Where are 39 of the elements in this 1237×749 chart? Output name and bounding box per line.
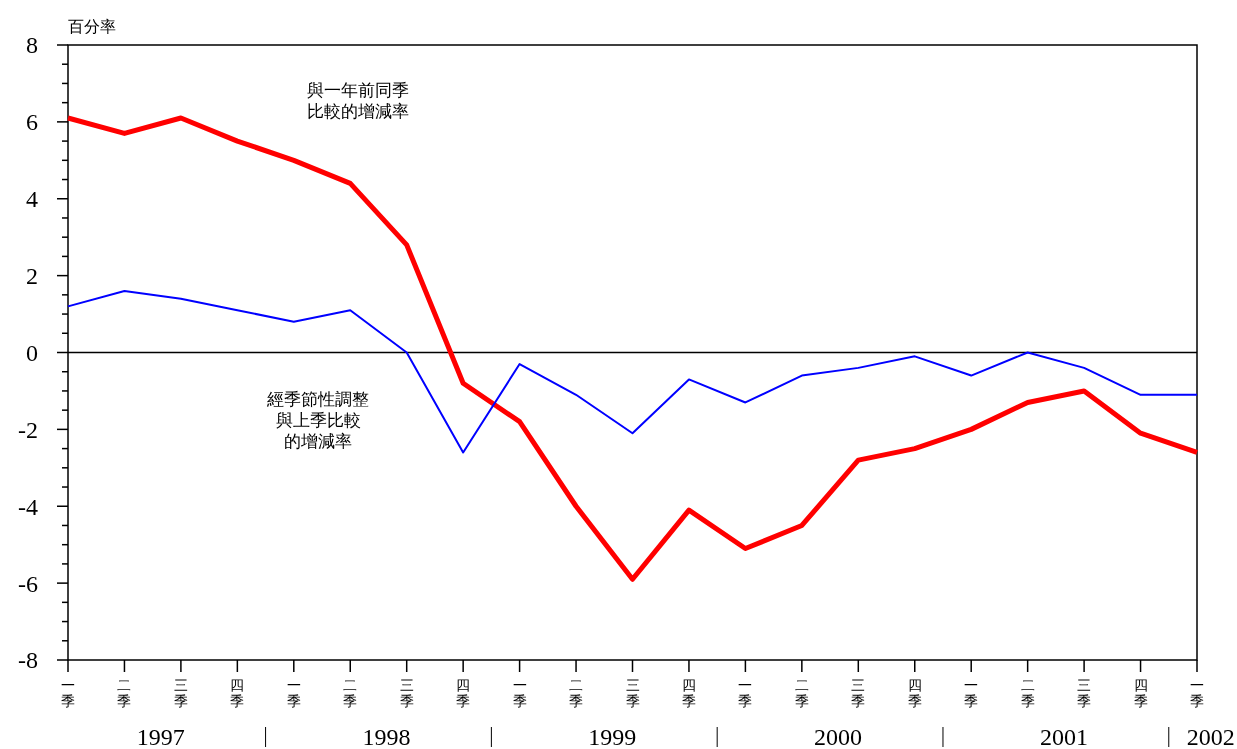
y-axis-title: 百分率	[68, 17, 116, 36]
y-tick-label: 2	[26, 263, 38, 290]
x-tick-label: 一季	[1190, 677, 1204, 709]
x-tick-label: 二季	[343, 677, 358, 709]
text: 2001	[1039, 724, 1088, 749]
y-tick-label: 8	[26, 32, 38, 59]
x-tick-label: 三季	[399, 677, 414, 709]
y-tick-label: -4	[18, 493, 38, 520]
text: 1997	[136, 724, 185, 749]
x-tick-label: 一季	[61, 677, 75, 709]
y-tick-label: -8	[18, 647, 38, 674]
x-tick-label: 四季	[907, 677, 922, 709]
annotation: 經季節性調整與上季比較的增減率	[266, 389, 369, 451]
y-tick-label: -6	[18, 570, 38, 597]
text: 2002	[1186, 724, 1235, 749]
x-tick-label: 二季	[569, 677, 584, 709]
x-tick-label: 四季	[456, 677, 471, 709]
x-tick-label: 一季	[286, 677, 301, 709]
x-tick-label: 四季	[681, 677, 696, 709]
x-tick-label: 二季	[1020, 677, 1035, 709]
x-tick-label: 三季	[1077, 677, 1092, 709]
x-tick-label: 三季	[173, 677, 188, 709]
x-tick-label: 四季	[1133, 677, 1148, 709]
y-tick-label: 4	[26, 186, 38, 213]
text: 1998	[362, 724, 411, 749]
x-tick-label: 二季	[117, 677, 132, 709]
text: 1999	[588, 724, 637, 749]
x-tick-label: 二季	[794, 677, 809, 709]
x-tick-label: 三季	[625, 677, 640, 709]
x-tick-label: 一季	[964, 677, 979, 709]
x-tick-label: 一季	[512, 677, 527, 709]
text: 2000	[814, 724, 863, 749]
x-tick-label: 三季	[851, 677, 866, 709]
x-tick-label: 一季	[738, 677, 753, 709]
y-tick-label: 6	[26, 109, 38, 136]
x-tick-label: 四季	[230, 677, 245, 709]
y-tick-label: 0	[26, 339, 38, 366]
annotation: 與一年前同季比較的增減率	[307, 80, 409, 121]
y-tick-label: -2	[18, 416, 38, 443]
